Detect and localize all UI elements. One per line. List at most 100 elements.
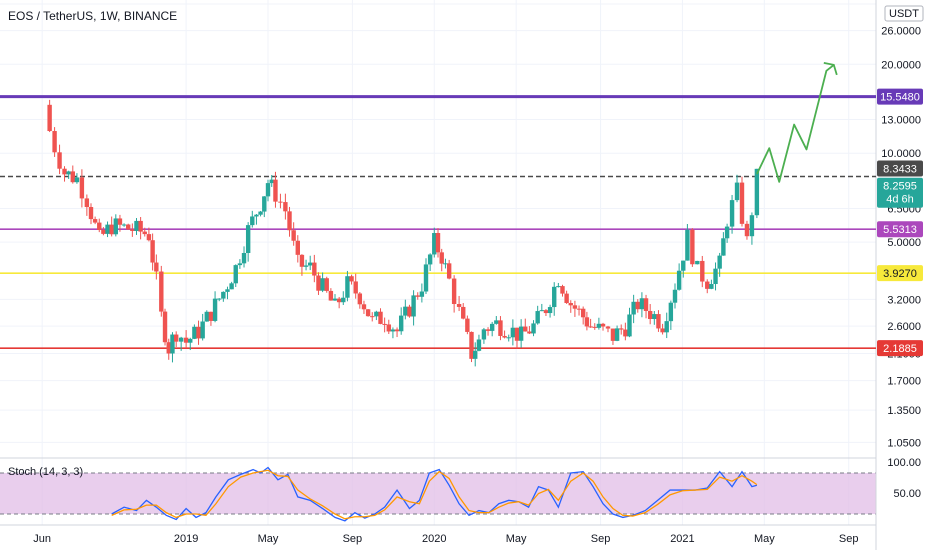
candle-body (109, 224, 114, 235)
price-tick-label: 1.0500 (887, 437, 921, 449)
candle-body (126, 224, 131, 230)
candle-body (539, 310, 545, 312)
candle-body (357, 293, 363, 305)
candle-body (446, 263, 452, 279)
level-tag-bg (877, 265, 923, 282)
candle-body (580, 308, 586, 318)
candle-body (614, 328, 620, 341)
level-tag-bg (877, 221, 923, 238)
candle-body (273, 179, 278, 202)
time-tick-label: May (258, 533, 279, 545)
candle-body (365, 309, 371, 317)
candle-body (345, 276, 350, 298)
candle-body (469, 331, 474, 359)
candle-body (631, 301, 636, 315)
time-tick-label: 2019 (174, 533, 198, 545)
candle-body (159, 271, 164, 312)
stoch-line-d (111, 469, 758, 520)
candle-body (166, 342, 171, 354)
candle-body (370, 316, 375, 318)
candle-body (749, 215, 755, 237)
candle-body (316, 275, 321, 291)
candle-body (690, 229, 695, 265)
projection-arrowhead[interactable] (823, 62, 838, 76)
candle-body (709, 284, 714, 289)
candle-body (113, 218, 119, 235)
candle-body (374, 311, 379, 317)
candle-body (552, 286, 557, 308)
candle-body (676, 270, 682, 290)
candle-body (576, 308, 582, 310)
time-tick-label: Sep (343, 533, 363, 545)
candle-body (295, 240, 300, 255)
candle-body (105, 224, 110, 234)
projection-path[interactable] (756, 62, 838, 183)
candle-body (245, 225, 251, 254)
level-tag-bg (877, 340, 923, 357)
candle-body (225, 289, 230, 292)
candle-body (237, 263, 243, 266)
candle-body (262, 196, 267, 212)
candle-body (435, 233, 441, 253)
stoch-title[interactable]: Stoch (14, 3, 3) (8, 466, 84, 478)
candle-body (265, 183, 271, 197)
level-tag: 2.1885 (883, 343, 917, 355)
candle-body (278, 201, 283, 203)
candle-body (212, 298, 218, 321)
candle-body (204, 311, 209, 322)
last-price-tag-bg (877, 177, 923, 208)
candle-body (121, 224, 127, 226)
candle-body (717, 255, 722, 269)
candle-body (506, 337, 511, 339)
candle-body (560, 286, 565, 294)
candle-body (427, 254, 433, 265)
price-axis[interactable]: USDT26.000020.000013.000010.00006.50005.… (881, 5, 924, 500)
candle-body (57, 152, 62, 169)
price-tick-label: 1.7000 (887, 376, 921, 388)
candle-body (97, 222, 102, 231)
candle-body (672, 289, 678, 303)
candle-body (476, 339, 482, 351)
candle-body (150, 240, 155, 263)
stoch-band-fill (0, 473, 876, 514)
candle-body (154, 262, 159, 272)
candle-body (543, 310, 549, 314)
candle-body (324, 278, 329, 291)
candle-body (656, 314, 661, 329)
currency-box[interactable] (884, 5, 924, 22)
level-tag: 5.5313 (883, 224, 917, 236)
candle-body (713, 268, 718, 285)
currency-label[interactable]: USDT (889, 8, 919, 20)
candle-body (254, 214, 259, 217)
time-axis[interactable]: Jun 2019 May Sep 2020 May Sep 2021 May Sep (33, 533, 858, 545)
candle-body (84, 198, 90, 208)
candle-body (196, 326, 201, 339)
candle-body (386, 324, 391, 332)
candle-body (382, 323, 387, 325)
candle-body (596, 323, 602, 328)
candle-body (627, 314, 632, 337)
projection-line[interactable] (756, 64, 835, 183)
price-tick-label: 3.2000 (887, 294, 921, 306)
candle-body (394, 329, 400, 332)
horizontal-levels[interactable] (0, 95, 876, 349)
candle-body (361, 304, 367, 310)
price-tick-label: 5.0000 (887, 237, 921, 249)
candle-body (419, 291, 425, 297)
candle-body (432, 233, 437, 255)
candle-body (70, 171, 75, 183)
candle-body (451, 278, 457, 305)
candle-body (130, 229, 135, 231)
candle-body (535, 311, 540, 324)
candle-body (287, 211, 292, 231)
candle-body (564, 293, 569, 304)
stoch-tick-label: 100.00 (887, 457, 921, 469)
candle-body (283, 202, 288, 212)
candle-body (403, 306, 408, 316)
symbol-title[interactable]: EOS / TetherUS, 1W, BINANCE (8, 9, 178, 23)
candle-body (52, 131, 57, 153)
candle-body (494, 320, 499, 324)
candle-body (443, 263, 448, 265)
